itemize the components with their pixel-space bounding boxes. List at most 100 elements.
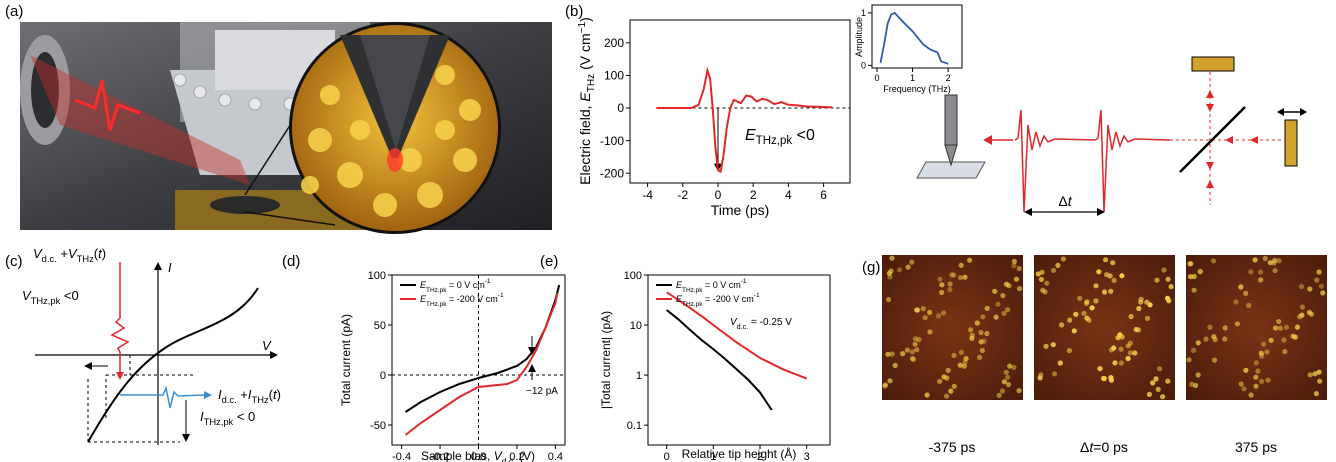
stm-spot — [978, 329, 984, 336]
diagram-label-part: THz — [252, 395, 269, 405]
stm-spot — [984, 305, 990, 311]
legend-label-part: -1 — [741, 278, 747, 285]
diagram-label-part: THz,pk — [204, 417, 234, 427]
stm-spot — [1307, 286, 1313, 292]
panel-label: (c) — [5, 253, 23, 270]
legend-label: ETHz,pk = -200 V cm-1 — [676, 292, 760, 308]
legend-label-part: -1 — [754, 292, 760, 299]
stm-spot — [958, 262, 964, 268]
stm-spot — [936, 313, 942, 319]
image-caption-part: =0 ps — [1093, 439, 1128, 455]
stm-spot — [979, 347, 986, 354]
stm-spot — [1272, 268, 1278, 274]
stm-spot — [984, 330, 990, 337]
stm-spot — [1111, 277, 1117, 283]
stm-spot — [1234, 321, 1240, 327]
stm-spot — [1165, 276, 1171, 282]
stm-spot — [1283, 324, 1289, 330]
image-caption: Δt=0 ps — [1080, 439, 1128, 455]
stm-spot — [1252, 257, 1258, 263]
stm-spot — [958, 349, 964, 355]
x-axis-label: Time (ps) — [711, 202, 770, 218]
stm-spot — [1003, 369, 1009, 375]
x-tick-label: -2 — [677, 188, 688, 202]
y-axis-label-part: ) — [577, 17, 593, 22]
stm-spot — [1081, 310, 1087, 316]
stm-spot — [949, 272, 955, 278]
x-tick-label: 1 — [910, 73, 915, 83]
stm-spot — [1257, 269, 1264, 275]
stm-spot — [1320, 290, 1326, 296]
stm-spot — [993, 314, 999, 320]
diagram-label-part: + — [237, 387, 248, 402]
stm-spot — [885, 296, 892, 303]
stm-spot — [969, 332, 975, 338]
stm-spot — [1051, 371, 1058, 377]
stm-spot — [1016, 286, 1023, 292]
stm-spot — [909, 259, 915, 265]
stm-spot — [924, 392, 930, 398]
legend-label-part: THz,pk — [426, 287, 447, 294]
stm-spot — [1193, 382, 1199, 389]
stm-spot — [927, 329, 933, 335]
stm-spot — [1132, 350, 1138, 356]
legend-label: ETHz,pk = -200 V cm-1 — [420, 292, 504, 308]
stm-spot — [1212, 336, 1218, 343]
x-axis-label-part: d.c. — [502, 456, 516, 462]
stm-spot — [1316, 369, 1322, 375]
stm-spot — [1186, 357, 1192, 363]
stm-spot — [1096, 269, 1102, 275]
stm-spot — [1016, 265, 1022, 272]
stm-spot — [1222, 336, 1228, 342]
stm-spot — [885, 351, 891, 357]
stm-spot — [977, 354, 983, 360]
diagram-label-part: ( — [269, 387, 274, 402]
stm-spot — [1238, 284, 1244, 290]
diagram-label: V — [262, 338, 272, 353]
stm-spot — [1000, 293, 1006, 299]
stm-spot — [1155, 386, 1161, 392]
stm-spot — [887, 378, 893, 384]
x-tick-label: 0 — [664, 451, 670, 462]
stm-image — [882, 255, 1023, 400]
stm-spot — [951, 272, 957, 278]
stm-spot — [914, 307, 920, 313]
stm-spot — [974, 320, 980, 326]
stm-spot — [1144, 315, 1151, 321]
panel-label: (d) — [282, 253, 300, 270]
stm-spot — [1150, 380, 1156, 386]
diagram-label-part: <0 — [60, 288, 78, 303]
stm-spot — [1262, 255, 1268, 262]
stm-spot — [1313, 391, 1319, 397]
stm-spot — [909, 349, 915, 355]
stm-spot — [939, 289, 945, 296]
diagram-label: Id.c. +ITHz(t) — [218, 387, 281, 405]
legend-label-part: E — [420, 294, 427, 304]
stm-spot — [1243, 367, 1249, 373]
stm-spot — [1297, 314, 1303, 320]
iv-schematic — [35, 262, 278, 445]
stm-spot — [1154, 277, 1160, 283]
stm-spot — [1314, 277, 1320, 283]
x-tick-label: 0.4 — [548, 451, 563, 462]
stm-spot — [1006, 381, 1012, 388]
stm-spot — [1265, 377, 1271, 383]
stm-spot — [1282, 348, 1288, 355]
stm-spot — [1161, 267, 1167, 273]
diagram-label-part: V — [68, 246, 78, 261]
legend-label-part: = 0 V cm — [703, 280, 741, 290]
stm-spot — [1267, 260, 1273, 266]
y-tick-label: -200 — [600, 166, 624, 180]
y-tick-label: 0 — [861, 61, 866, 71]
stm-spot — [1050, 342, 1056, 348]
y-tick-label: 0 — [617, 101, 624, 115]
stm-spot — [1146, 391, 1152, 397]
stm-spot — [1100, 375, 1107, 382]
diagram-label-part: ( — [94, 246, 99, 261]
stm-spot — [1191, 287, 1197, 293]
stm-spot — [916, 337, 922, 343]
y-axis-label-part: Electric field, — [577, 102, 593, 185]
stm-spot — [1059, 322, 1065, 328]
diagram-label-part: t — [98, 246, 103, 261]
stm-spot — [1077, 295, 1083, 301]
